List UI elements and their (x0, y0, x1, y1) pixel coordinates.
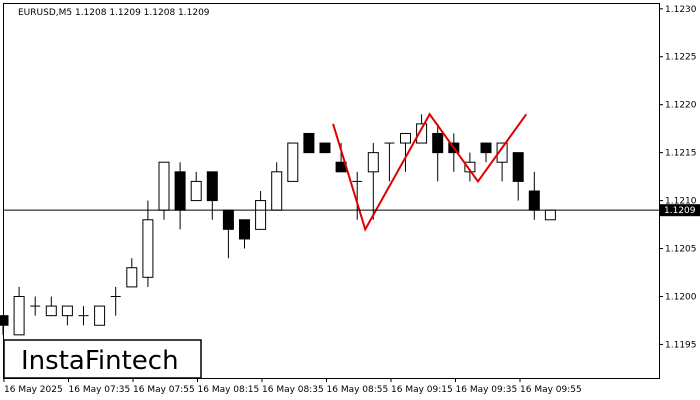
candle-body (206, 171, 218, 202)
current-price-box (660, 204, 700, 217)
candle-body (432, 132, 444, 154)
candle-body (94, 305, 106, 326)
candle (206, 171, 218, 220)
watermark-text: InstaFintech (21, 346, 179, 376)
candle (400, 132, 411, 172)
candle-body (480, 142, 492, 154)
y-tick-label: 1.1215 (665, 149, 697, 159)
candle (94, 305, 106, 326)
candle-body (0, 315, 9, 326)
x-tick-label: 16 May 08:35 (262, 385, 324, 395)
candle (110, 286, 121, 316)
x-tick-label: 16 May 09:35 (456, 385, 518, 395)
candle (61, 305, 73, 326)
x-tick-label: 16 May 07:35 (69, 385, 131, 395)
candle-body (496, 142, 508, 163)
current-price-label: 1.1209 (664, 206, 696, 216)
x-tick-label: 16 May 07:55 (133, 385, 195, 395)
candle (384, 142, 395, 182)
candle-body (45, 305, 57, 317)
candle-body (174, 171, 186, 211)
candle-body (367, 152, 379, 173)
candle-body (142, 219, 154, 278)
candle-body (512, 152, 524, 182)
candle (13, 286, 25, 336)
y-tick-label: 1.1205 (665, 245, 697, 255)
x-tick-label: 16 May 09:15 (391, 385, 453, 395)
axes-layer: 1.1230 1.1225 1.1220 1.1215 1.1210 1.1205 1.12… (3, 5, 700, 395)
triple-top-pattern-line (332, 112, 528, 232)
candle (78, 306, 89, 326)
y-tick-label: 1.1200 (665, 292, 697, 302)
candle (319, 142, 331, 154)
candle (432, 123, 444, 182)
candle-body (544, 209, 556, 221)
candle-body (255, 200, 267, 230)
watermark-logo: InstaFintech (3, 339, 202, 379)
candle (352, 171, 363, 220)
y-tick-label: 1.1195 (665, 340, 697, 350)
pattern-layer (332, 112, 528, 232)
candle-body (13, 295, 25, 336)
candle-body (271, 171, 283, 211)
candle (30, 296, 41, 316)
chart-title: EURUSD,M5 1.1208 1.1209 1.1208 1.1209 (18, 8, 210, 18)
x-tick-label: 16 May 08:15 (198, 385, 260, 395)
candle-body (303, 132, 315, 154)
candle-body (126, 267, 138, 288)
watermark-box (3, 339, 202, 379)
candle (190, 171, 202, 202)
candle (480, 142, 492, 163)
y-tick-label: 1.1225 (665, 53, 697, 63)
candle-body (400, 132, 411, 144)
candle (45, 296, 57, 317)
y-tick-label: 1.1230 (665, 5, 697, 15)
candle (303, 132, 315, 154)
candle-body (319, 142, 331, 154)
candle (287, 142, 299, 182)
candle-body (222, 209, 234, 230)
candle-body (61, 305, 73, 317)
candle (0, 315, 9, 335)
x-tick-label: 16 May 2025 (4, 385, 63, 395)
candle-body (416, 123, 428, 144)
candle-body (528, 190, 540, 211)
y-tick-label: 1.1210 (665, 197, 697, 207)
plot-frame (3, 3, 660, 379)
candle-body (190, 180, 202, 202)
candle (512, 152, 524, 201)
candle (367, 143, 379, 220)
candle-body (239, 219, 250, 240)
x-tick-label: 16 May 09:55 (520, 385, 582, 395)
x-tick-label: 16 May 08:55 (327, 385, 389, 395)
candle (142, 200, 154, 287)
candle-body (158, 161, 170, 211)
y-tick-label: 1.1220 (665, 101, 697, 111)
candle (239, 219, 250, 249)
candle-body (287, 142, 299, 182)
candle (544, 209, 556, 221)
candle (126, 258, 138, 288)
